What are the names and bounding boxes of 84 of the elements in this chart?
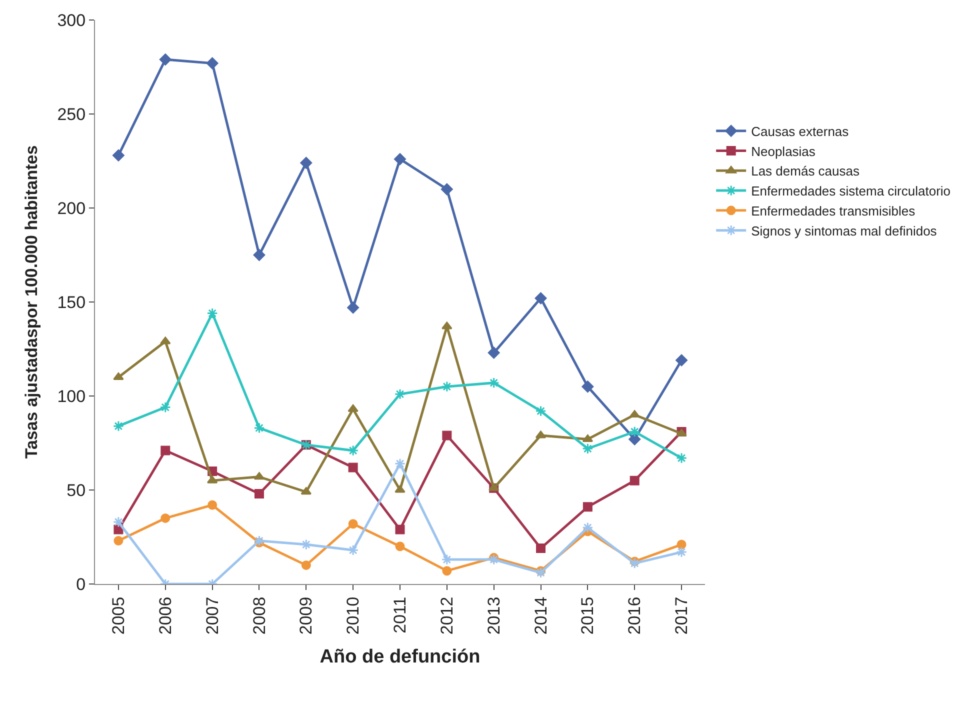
point <box>160 513 170 523</box>
point <box>629 410 640 418</box>
point <box>488 346 500 359</box>
point <box>582 522 594 534</box>
y-tick-label: 100 <box>57 386 86 406</box>
point <box>159 54 172 66</box>
point <box>394 458 406 470</box>
point <box>442 322 452 330</box>
x-tick-label: 2012 <box>437 596 456 635</box>
point <box>348 519 358 529</box>
point <box>582 502 592 512</box>
x-tick-label: 2005 <box>108 596 128 635</box>
point <box>112 149 124 162</box>
point <box>206 57 218 70</box>
point <box>114 536 124 546</box>
point <box>206 308 218 319</box>
legend-label: Causas externas <box>751 124 850 139</box>
x-tick-label: 2010 <box>344 596 363 635</box>
y-tick-label: 300 <box>57 10 86 30</box>
point <box>536 544 546 554</box>
point <box>441 381 452 392</box>
point <box>394 388 406 400</box>
point <box>254 422 265 434</box>
point <box>535 567 546 578</box>
point <box>160 336 171 344</box>
y-tick-label: 50 <box>66 480 86 500</box>
point <box>348 544 359 556</box>
point <box>348 404 358 412</box>
y-tick-label: 250 <box>57 104 86 124</box>
point <box>629 558 640 569</box>
point <box>160 402 171 413</box>
point <box>300 538 312 550</box>
point <box>440 183 453 196</box>
x-tick-label: 2014 <box>531 596 550 635</box>
point <box>442 430 452 440</box>
legend-label: Signos y sintomas mal definidos <box>751 223 938 238</box>
x-tick-label: 2008 <box>250 596 269 635</box>
point <box>534 292 547 304</box>
point <box>394 485 406 493</box>
point <box>112 516 124 528</box>
point <box>630 476 640 486</box>
point <box>582 380 594 393</box>
x-axis-title: Año de defunción <box>320 646 480 668</box>
point <box>208 500 218 510</box>
point <box>582 443 594 454</box>
x-tick-label: 2009 <box>296 596 316 635</box>
y-tick-label: 0 <box>76 574 86 594</box>
x-tick-label: 2015 <box>578 596 598 635</box>
point <box>112 420 124 432</box>
point <box>629 426 640 438</box>
point <box>160 446 170 456</box>
point <box>113 372 124 380</box>
x-tick-label: 2016 <box>625 596 644 635</box>
point <box>253 249 266 261</box>
y-axis-title: Tasas ajustadaspor 100.000 habitantes <box>22 145 41 459</box>
point <box>254 489 264 499</box>
point <box>676 540 686 550</box>
x-tick-label: 2013 <box>484 596 504 635</box>
point <box>394 153 406 166</box>
point <box>300 156 312 169</box>
point <box>348 462 358 472</box>
point <box>676 354 688 366</box>
legend-label: Enfermedades transmisibles <box>751 204 916 218</box>
point <box>254 535 265 546</box>
y-tick-label: 200 <box>57 198 86 218</box>
y-tick-label: 150 <box>57 292 86 312</box>
point <box>676 452 688 464</box>
point <box>301 560 311 570</box>
x-tick-label: 2017 <box>672 596 692 635</box>
legend-label: Neoplasias <box>751 144 816 159</box>
point <box>441 554 452 566</box>
point <box>395 524 405 534</box>
x-tick-label: 2007 <box>202 596 222 635</box>
point <box>676 546 688 558</box>
legend-label: Enfermedades sistema circulatorio <box>751 184 951 199</box>
point <box>535 405 546 417</box>
x-tick-label: 2011 <box>390 596 410 634</box>
point <box>442 566 452 576</box>
point <box>628 433 641 446</box>
x-tick-label: 2006 <box>156 596 175 635</box>
point <box>348 444 359 456</box>
legend-label: Las demás causas <box>751 164 860 179</box>
point <box>395 542 405 552</box>
point <box>347 302 360 314</box>
